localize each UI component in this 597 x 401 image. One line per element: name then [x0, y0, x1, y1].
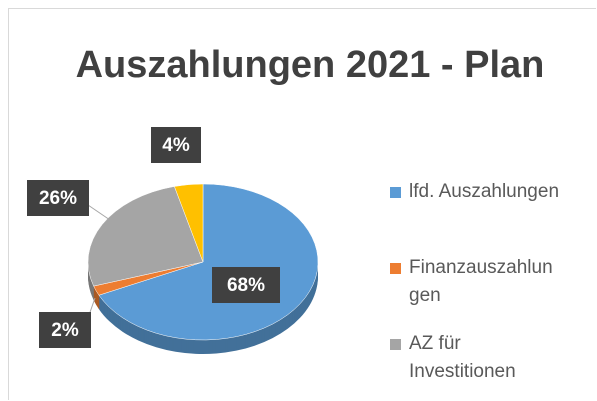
chart-frame	[8, 8, 596, 400]
data-label: 2%	[51, 320, 79, 341]
slice	[87, 186, 204, 287]
slice	[174, 183, 204, 263]
data-label-box	[151, 127, 201, 163]
legend-swatch	[390, 339, 401, 350]
legend-item: lfd. Auszahlungen	[390, 178, 570, 206]
leader-line	[87, 204, 111, 221]
chart-title: Auszahlungen 2021 - Plan	[75, 44, 545, 86]
legend-label: AZ für Investitionen	[409, 333, 516, 382]
legend-label: lfd. Auszahlungen	[409, 181, 560, 202]
data-label-box	[212, 267, 280, 303]
data-label: 26%	[39, 188, 77, 209]
legend-swatch	[390, 187, 401, 198]
data-label: 4%	[162, 135, 190, 156]
data-label: 68%	[227, 275, 265, 296]
legend-label: Finanzauszahlungen	[409, 257, 553, 306]
legend-item: Finanzauszahlungen	[390, 254, 570, 310]
data-label-box	[39, 312, 91, 348]
legend-swatch	[390, 263, 401, 274]
legend-item: AZ für Investitionen	[390, 330, 570, 386]
data-label-box	[27, 180, 89, 216]
